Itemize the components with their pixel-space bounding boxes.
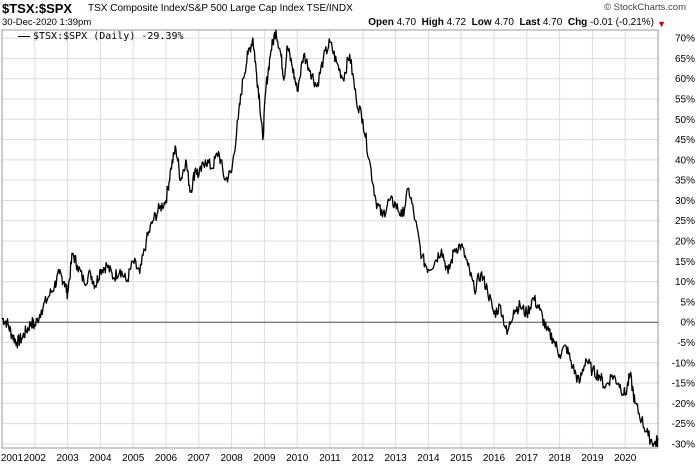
y-tick-label: 15% — [675, 257, 695, 268]
y-tick-label: 40% — [675, 155, 695, 166]
chart-description-name: TSX Composite Index/S&P 500 Large Cap In… — [88, 3, 305, 14]
x-axis-labels: 2001 2002 2003 2004 2005 2006 2007 2008 2009 2010… — [1, 453, 637, 464]
low-label: Low — [471, 17, 492, 28]
ohlc-quote: Open 4.70 High 4.72 Low 4.70 Last 4.70 C… — [368, 17, 654, 28]
y-tick-label: -15% — [672, 379, 695, 390]
brand-watermark: © StockCharts.com — [604, 2, 686, 13]
x-tick-label: 2016 — [483, 453, 506, 464]
x-tick-label: 2006 — [155, 453, 178, 464]
x-tick-label: 2013 — [384, 453, 407, 464]
open-label: Open — [368, 17, 394, 28]
y-tick-label: 25% — [675, 216, 695, 227]
y-tick-label: 10% — [675, 277, 695, 288]
chart-description: TSX Composite Index/S&P 500 Large Cap In… — [88, 3, 353, 14]
x-tick-label: 2011 — [319, 453, 341, 464]
x-tick-label: 2005 — [122, 453, 145, 464]
legend-label: $TSX:$SPX (Daily) -29.39% — [33, 31, 184, 42]
y-tick-label: -30% — [672, 439, 695, 450]
last-value: 4.70 — [542, 17, 563, 28]
y-tick-label: 70% — [675, 34, 695, 45]
x-tick-label: 2001 — [1, 453, 24, 464]
y-tick-label: 35% — [675, 176, 695, 187]
x-tick-label: 2010 — [286, 453, 309, 464]
y-tick-label: -10% — [672, 358, 695, 369]
high-value: 4.72 — [446, 17, 467, 28]
y-tick-label: 55% — [675, 94, 695, 105]
x-tick-label: 2015 — [450, 453, 473, 464]
chart-symbol: $TSX:$SPX — [2, 1, 73, 16]
plot-frame — [1, 29, 659, 449]
y-tick-label: 50% — [675, 115, 695, 126]
x-tick-label: 2003 — [56, 453, 79, 464]
chart-datetime: 30-Dec-2020 1:39pm — [2, 17, 92, 28]
y-tick-label: -20% — [672, 399, 695, 410]
last-label: Last — [519, 17, 541, 28]
chart-exchange: TSE/INDX — [306, 3, 353, 14]
y-tick-label: 65% — [675, 54, 695, 65]
chg-label: Chg — [567, 17, 588, 28]
x-tick-label: 2012 — [352, 453, 375, 464]
y-tick-label: 5% — [681, 297, 696, 308]
y-tick-label: 20% — [675, 237, 695, 248]
chart-grid — [1, 30, 658, 448]
x-tick-label: 2002 — [24, 453, 47, 464]
y-tick-label: 0% — [681, 318, 696, 329]
y-tick-label: 60% — [675, 74, 695, 85]
y-tick-label: 30% — [675, 196, 695, 207]
x-tick-label: 2008 — [220, 453, 243, 464]
x-tick-label: 2019 — [581, 453, 604, 464]
x-tick-label: 2018 — [548, 453, 571, 464]
y-tick-label: -5% — [677, 338, 695, 349]
high-label: High — [421, 17, 444, 28]
chart-legend: $TSX:$SPX (Daily) -29.39% — [18, 31, 184, 42]
chg-value: -0.01 (-0.21%) — [590, 17, 654, 28]
legend-swatch — [18, 35, 30, 37]
x-tick-label: 2020 — [614, 453, 637, 464]
open-value: 4.70 — [396, 17, 417, 28]
y-tick-label: -25% — [672, 419, 695, 430]
x-tick-label: 2004 — [89, 453, 112, 464]
y-axis-labels: -30% -25% -20% -15% -10% -5% 0% 5% 10% 15% 20% 25% 3… — [672, 34, 695, 451]
x-tick-label: 2014 — [417, 453, 440, 464]
x-tick-label: 2007 — [188, 453, 211, 464]
low-value: 4.70 — [494, 17, 514, 28]
x-tick-label: 2009 — [253, 453, 276, 464]
down-arrow-icon: ▼ — [657, 19, 666, 29]
series-line — [1, 29, 659, 448]
x-tick-label: 2017 — [516, 453, 539, 464]
y-tick-label: 45% — [675, 135, 695, 146]
